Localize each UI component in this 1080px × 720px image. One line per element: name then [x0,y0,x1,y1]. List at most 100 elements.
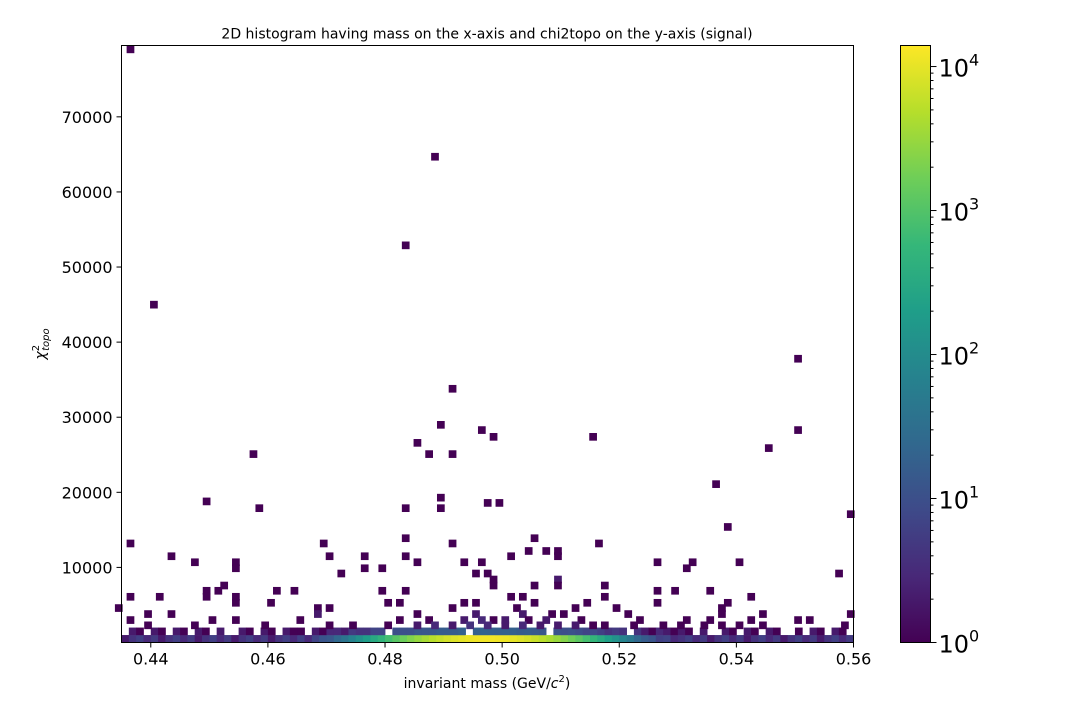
heatmap-cell [194,627,203,636]
heatmap-cell [401,586,410,595]
heatmap-cell [824,635,832,643]
heatmap-cell [619,635,627,643]
heatmap-cell [501,621,510,630]
heatmap-cell [619,627,627,636]
heatmap-cell [428,627,437,636]
y-tick-label: 70000 [62,108,113,127]
heatmap-cell [589,635,598,643]
heatmap-cell [489,575,498,584]
heatmap-cell [653,586,662,595]
heatmap-cell [260,635,269,643]
heatmap-cell [589,621,597,630]
heatmap-cell [194,635,203,643]
heatmap-cell [150,627,159,636]
heatmap-cell [494,627,503,636]
heatmap-cell [443,627,452,636]
heatmap-cell [232,598,240,607]
heatmap-cell [809,635,818,643]
y-tick-label: 40000 [62,333,113,352]
heatmap-cell [538,627,547,636]
heatmap-cell [216,627,225,636]
heatmap-cell [421,627,430,636]
heatmap-cell [187,635,196,643]
heatmap-cell [780,635,789,643]
heatmap-cell [348,627,357,636]
heatmap-cell [245,627,254,636]
x-tick-label: 0.48 [367,650,403,669]
heatmap-cell [232,592,240,601]
heatmap-cell [530,534,539,543]
colorbar-tick-label: 102 [939,339,980,371]
chart-title: 2D histogram having mass on the x-axis a… [221,27,752,43]
heatmap-cell [472,598,480,607]
heatmap-cell [554,547,562,555]
heatmap-cell [413,610,422,618]
heatmap-cell [370,635,379,643]
heatmap-cell [624,610,633,618]
heatmap-cell [289,635,298,643]
heatmap-cell [448,450,457,458]
heatmap-cell [747,592,756,601]
heatmap-cell [377,635,386,643]
heatmap-cell [729,627,737,636]
heatmap-cell [460,616,469,624]
heatmap-cell [794,426,802,434]
heatmap-cell [531,635,540,643]
heatmap-cell [530,598,539,607]
heatmap-cell [202,592,211,601]
heatmap-cell [253,635,261,643]
heatmap-cell [428,635,437,643]
heatmap-cell [273,586,281,595]
heatmap-cell [448,604,457,612]
heatmap-cell [568,635,576,643]
heatmap-cell [477,616,486,624]
heatmap-cell [460,598,469,607]
heatmap-cell [180,627,188,636]
heatmap-cell [805,616,814,624]
heatmap-cell [431,152,439,161]
heatmap-cell [495,499,504,507]
heatmap-cell [158,635,166,643]
heatmap-cell [378,586,387,595]
heatmap-cell [477,426,486,434]
heatmap-cell [648,627,657,636]
heatmap-cell [589,627,598,636]
heatmap-cell [202,497,211,506]
heatmap-cell [401,534,410,543]
heatmap-cells [114,45,855,643]
heatmap-cell [337,569,346,578]
heatmap-cell [289,627,298,636]
y-tick-label: 50000 [62,258,113,277]
heatmap-cell [548,610,556,618]
heatmap-cell [297,627,305,636]
heatmap-cell [167,552,176,561]
heatmap-cell [202,586,211,595]
heatmap-cell [513,604,521,612]
heatmap-cell [483,569,492,578]
heatmap-cell [582,635,591,643]
heatmap-cell [518,610,527,618]
heatmap-cell [699,627,708,636]
heatmap-cell [524,627,532,636]
heatmap-cell [448,621,457,630]
heatmap-cell [846,610,855,618]
heatmap-cell [450,635,459,643]
heatmap-cell [443,635,452,643]
heatmap-cell [560,635,569,643]
heatmap-cell [384,598,393,607]
heatmap-cell [846,510,855,519]
heatmap-cell [377,627,386,636]
heatmap-cell [718,610,726,618]
heatmap-cell [238,627,247,636]
heatmap-cell [267,627,276,636]
heatmap-cell [406,627,415,636]
heatmap-cell [208,616,217,624]
heatmap-cell [764,444,773,452]
heatmap-cell [524,616,533,624]
heatmap-cell [165,635,174,643]
heatmap-cell [554,581,562,590]
heatmap-cell [172,635,181,643]
heatmap-cell [794,354,802,363]
heatmap-cell [448,384,457,393]
